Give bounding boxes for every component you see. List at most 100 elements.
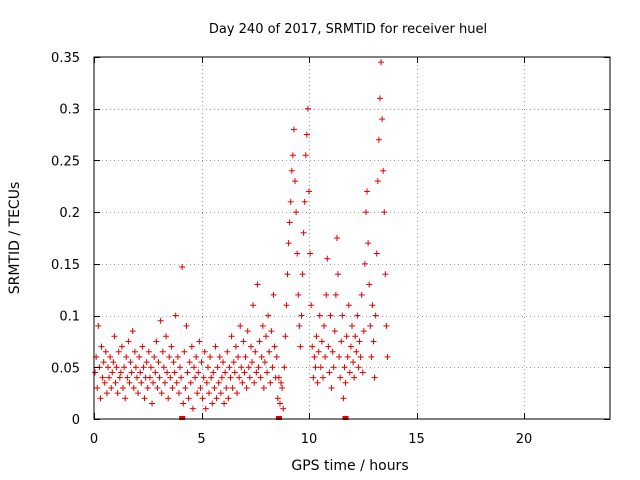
data-point xyxy=(384,353,391,360)
data-point xyxy=(243,384,250,391)
data-point xyxy=(345,302,352,309)
data-point xyxy=(134,374,140,381)
data-point xyxy=(373,250,380,257)
data-point xyxy=(276,400,283,407)
data-point xyxy=(250,302,257,309)
data-point xyxy=(241,369,248,376)
data-point xyxy=(382,271,389,278)
zero-marker xyxy=(342,416,349,420)
data-point xyxy=(253,369,260,376)
data-point xyxy=(92,369,99,376)
data-point xyxy=(212,343,219,350)
data-point xyxy=(179,263,186,270)
data-point xyxy=(167,374,174,381)
data-point xyxy=(364,188,371,195)
data-point xyxy=(328,384,335,391)
data-point xyxy=(258,353,265,360)
data-point xyxy=(214,364,221,371)
data-point xyxy=(244,328,251,335)
data-point xyxy=(240,338,247,345)
data-point xyxy=(254,281,261,288)
data-point xyxy=(358,291,365,298)
grid-lines xyxy=(94,57,610,419)
data-point xyxy=(230,359,237,366)
x-tick-labels: 0 5 10 15 20 xyxy=(90,432,532,447)
y-tick-label: 0.15 xyxy=(51,258,80,273)
data-point xyxy=(260,384,267,391)
data-point xyxy=(201,348,208,355)
data-point xyxy=(298,312,305,319)
data-point xyxy=(267,379,274,386)
data-point xyxy=(160,364,167,371)
data-point xyxy=(168,343,175,350)
data-point xyxy=(129,328,136,335)
data-point xyxy=(192,374,199,381)
data-point xyxy=(114,390,121,397)
data-point xyxy=(158,390,165,397)
data-point xyxy=(131,348,138,355)
data-point xyxy=(327,312,334,319)
data-point xyxy=(139,343,146,350)
data-point xyxy=(296,322,303,329)
data-point xyxy=(273,353,280,360)
data-point xyxy=(261,359,268,366)
data-point xyxy=(143,359,150,366)
data-point xyxy=(181,348,188,355)
data-point xyxy=(326,369,333,376)
data-point xyxy=(237,322,244,329)
data-point xyxy=(153,338,160,345)
data-point xyxy=(123,353,130,360)
data-point xyxy=(301,198,308,205)
data-point xyxy=(340,395,347,402)
data-point xyxy=(317,364,324,371)
data-point xyxy=(264,369,271,376)
data-point xyxy=(198,359,205,366)
data-point xyxy=(196,338,203,345)
data-point xyxy=(300,229,307,236)
data-point xyxy=(204,364,211,371)
data-point xyxy=(246,374,253,381)
data-point xyxy=(303,131,310,138)
y-tick-label: 0.05 xyxy=(51,361,80,376)
data-point xyxy=(307,250,314,257)
data-point xyxy=(355,364,362,371)
data-point xyxy=(220,359,226,366)
data-point xyxy=(287,198,294,205)
data-point xyxy=(323,291,330,298)
data-point xyxy=(347,343,354,350)
data-point xyxy=(318,338,325,345)
data-point xyxy=(271,343,278,350)
data-point xyxy=(369,302,376,309)
data-point xyxy=(282,333,289,340)
data-point xyxy=(308,302,315,309)
data-point xyxy=(337,374,344,381)
data-point xyxy=(365,240,372,247)
data-point xyxy=(111,333,118,340)
data-point xyxy=(281,364,288,371)
data-point xyxy=(195,369,202,376)
data-point xyxy=(211,384,218,391)
data-point xyxy=(289,152,296,159)
data-point xyxy=(166,353,173,360)
data-point xyxy=(122,395,129,402)
x-tick-label: 0 xyxy=(90,432,98,447)
data-point xyxy=(351,374,358,381)
data-point xyxy=(309,343,316,350)
data-point xyxy=(292,178,299,185)
data-point xyxy=(229,384,236,391)
data-point xyxy=(108,384,115,391)
data-point xyxy=(224,348,231,355)
data-point xyxy=(118,343,125,350)
data-point xyxy=(383,322,390,329)
data-point xyxy=(206,390,213,397)
data-point xyxy=(245,364,252,371)
data-point xyxy=(233,390,240,397)
data-point xyxy=(140,364,147,371)
data-point xyxy=(372,312,379,319)
data-point xyxy=(99,374,106,381)
data-point xyxy=(102,348,109,355)
y-tick-label: 0.3 xyxy=(59,103,80,118)
data-point xyxy=(329,348,336,355)
data-point xyxy=(104,364,111,371)
data-point xyxy=(256,338,263,345)
